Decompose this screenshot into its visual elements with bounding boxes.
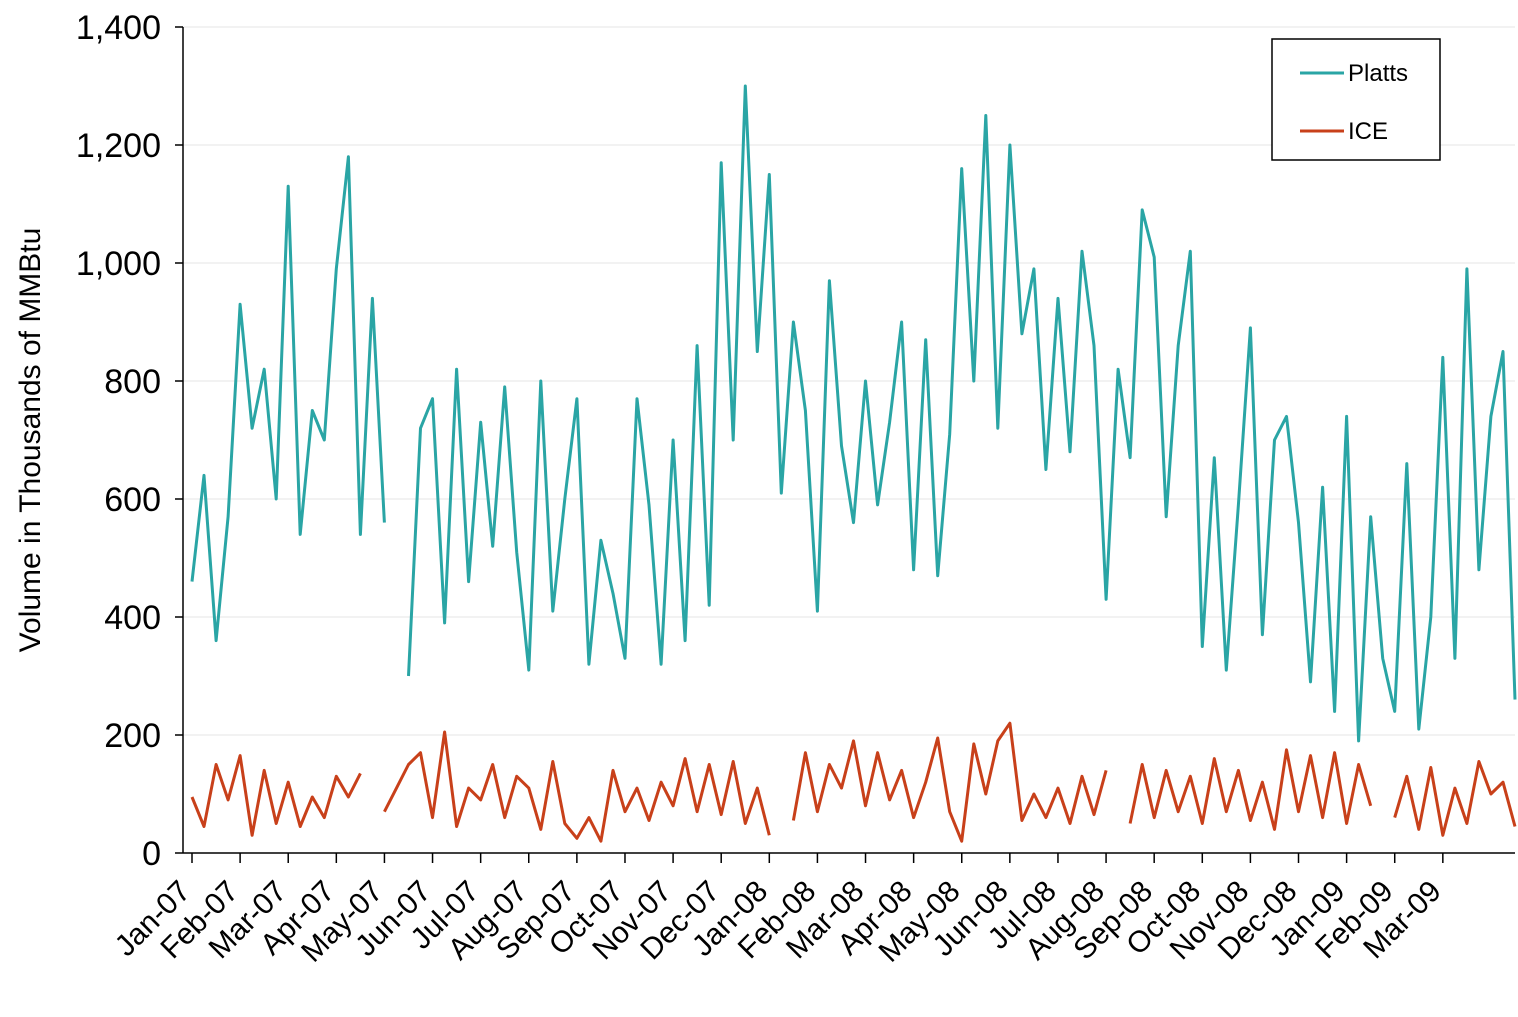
series-line — [1393, 760, 1517, 837]
legend-box — [1271, 38, 1441, 161]
y-tick-label: 1,000 — [76, 245, 161, 283]
y-tick-label: 400 — [104, 599, 161, 637]
legend-label: ICE — [1348, 118, 1388, 145]
y-tick-label: 600 — [104, 481, 161, 519]
y-tick-label: 1,200 — [76, 127, 161, 165]
series-line — [190, 155, 386, 643]
series-line — [407, 84, 1517, 743]
y-tick-label: 800 — [104, 363, 161, 401]
y-tick-label: 200 — [104, 717, 161, 755]
series-line — [1128, 748, 1373, 831]
series-line — [383, 730, 771, 843]
series-line — [190, 754, 362, 837]
y-tick-label: 1,400 — [76, 9, 161, 47]
y-axis-title: Volume in Thousands of MMBtu — [14, 228, 47, 653]
series-line — [791, 721, 1108, 843]
y-tick-label: 0 — [142, 835, 161, 873]
legend-label: Platts — [1348, 60, 1408, 87]
